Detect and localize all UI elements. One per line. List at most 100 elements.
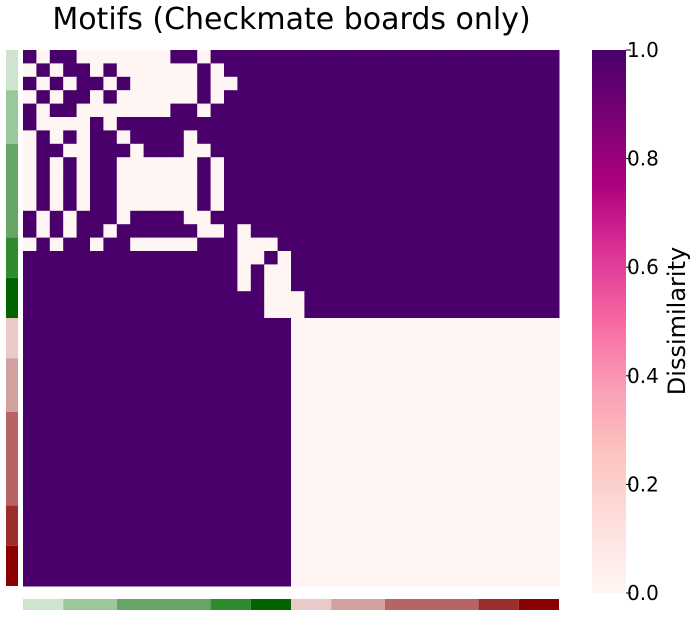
heatmap-cell [358,452,372,466]
heatmap-cell [210,90,225,105]
heatmap-cell [170,344,185,359]
heatmap-cell [371,331,386,346]
heatmap-cell [264,385,279,399]
heatmap-cell [384,398,399,413]
heatmap-cell [63,545,78,560]
heatmap-cell [264,559,279,574]
heatmap-cell [451,385,466,399]
heatmap-cell [425,184,439,198]
heatmap-cell [451,545,466,560]
heatmap-cell [304,492,319,507]
heatmap-cell [130,411,145,426]
heatmap-cell [264,358,279,373]
heatmap-cell [76,331,91,346]
heatmap-cell [63,532,78,547]
heatmap-cell [331,157,346,172]
heatmap-cell [344,103,359,118]
heatmap-cell [170,492,185,507]
heatmap-cell [398,559,413,574]
heatmap-cell [116,157,131,172]
heatmap-cell [505,505,520,520]
heatmap-cell [505,76,520,91]
row-group-color [6,505,18,546]
heatmap-cell [331,358,346,373]
heatmap-cell [384,210,399,225]
heatmap-cell [465,251,480,265]
heatmap-cell [358,505,372,520]
heatmap-cell [277,532,292,547]
heatmap-cell [36,197,51,212]
heatmap-cell [371,90,386,105]
heatmap-cell [384,304,399,319]
heatmap-cell [116,184,131,198]
heatmap-cell [425,492,439,507]
heatmap-cell [23,545,37,560]
heatmap-cell [157,63,171,78]
heatmap-cell [518,331,533,346]
heatmap-cell [371,210,386,225]
heatmap-cell [465,197,480,212]
heatmap-cell [532,532,547,547]
colorbar-label: Dissimilarity [663,247,691,395]
heatmap-cell [425,331,439,346]
heatmap-cell [90,371,104,386]
heatmap-cell [505,532,520,547]
heatmap-cell [505,304,520,319]
heatmap-cell [317,331,332,346]
heatmap-cell [197,398,212,413]
heatmap-cell [103,117,118,131]
heatmap-cell [197,184,212,198]
heatmap-cell [425,532,439,547]
heatmap-cell [398,76,413,91]
heatmap-cell [518,130,533,145]
heatmap-cell [465,465,480,480]
column-group-color [291,599,332,610]
heatmap-cell [358,170,372,185]
heatmap-cell [23,197,37,212]
heatmap-cell [331,478,346,493]
heatmap-cell [398,385,413,399]
heatmap-cell [224,572,238,587]
heatmap-cell [478,385,493,399]
heatmap-cell [90,103,104,118]
heatmap-cell [210,545,225,560]
heatmap-cell [264,277,279,292]
heatmap-cell [411,545,426,560]
heatmap-cell [183,545,198,560]
heatmap-cell [291,184,305,198]
heatmap-cell [103,304,118,319]
heatmap-cell [505,224,520,239]
heatmap-cell [237,63,252,78]
heatmap-cell [90,572,104,587]
heatmap-cell [465,224,480,239]
heatmap-cell [545,331,560,346]
heatmap-cell [358,197,372,212]
heatmap-cell [344,117,359,131]
heatmap-cell [170,103,185,118]
heatmap-cell [116,532,131,547]
heatmap-cell [63,398,78,413]
heatmap-cell [277,505,292,520]
heatmap-cell [317,237,332,252]
heatmap-cell [237,210,252,225]
heatmap-cell [478,304,493,319]
heatmap-cell [465,545,480,560]
heatmap-cell [130,117,145,131]
heatmap-cell [425,251,439,265]
heatmap-cell [264,452,279,466]
heatmap-cell [331,63,346,78]
heatmap-cell [170,237,185,252]
heatmap-cell [23,170,37,185]
heatmap-cell [130,157,145,172]
column-group-color [23,599,64,610]
heatmap-cell [317,184,332,198]
heatmap-cell [451,559,466,574]
heatmap-cell [103,398,118,413]
heatmap-cell [505,90,520,105]
heatmap-cell [505,371,520,386]
heatmap-cell [143,143,158,158]
heatmap-cell [291,385,305,399]
heatmap-cell [210,559,225,574]
heatmap-cell [518,358,533,373]
heatmap-cell [425,197,439,212]
